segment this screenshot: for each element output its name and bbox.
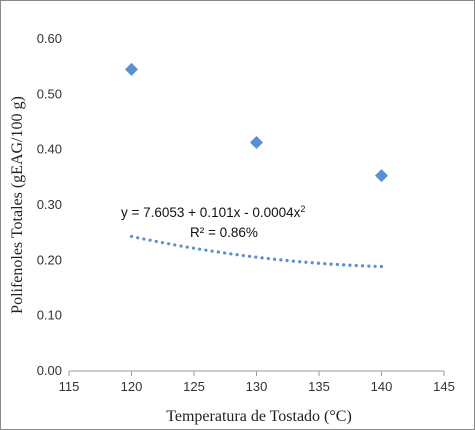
tick-labels: 115 120 125 130 135 140 145 0.00 0.10 0.20 0.30 0.4… — [37, 31, 455, 394]
data-point-diamond — [125, 62, 138, 76]
trendline-group — [129, 234, 384, 269]
trendline-path — [129, 234, 384, 269]
y-tick-label: 0.10 — [37, 308, 62, 323]
x-tick-label: 120 — [121, 379, 143, 394]
y-tick-label: 0.00 — [37, 363, 62, 378]
y-tick-label: 0.40 — [37, 142, 62, 157]
y-axis-title: Polifenoles Totales (gEAG/100 g) — [9, 96, 26, 314]
y-tick-label: 0.50 — [37, 86, 62, 101]
axes — [68, 370, 445, 376]
x-tick-label: 115 — [59, 379, 80, 394]
y-tick-label: 0.60 — [37, 31, 62, 46]
data-point-diamond — [375, 169, 388, 183]
x-tick-label: 130 — [246, 379, 268, 394]
x-tick-label: 145 — [433, 379, 455, 394]
x-tick-label: 140 — [371, 379, 393, 394]
data-points — [125, 62, 388, 183]
data-point-diamond — [250, 135, 263, 149]
x-tick-label: 125 — [183, 379, 205, 394]
x-axis-title: Temperatura de Tostado (°C) — [166, 408, 352, 425]
trendline-r-squared: R² = 0.86% — [190, 225, 258, 240]
y-tick-label: 0.30 — [37, 197, 62, 212]
y-tick-label: 0.20 — [37, 252, 62, 267]
trendline-equation: y = 7.6053 + 0.101x - 0.0004x2 — [121, 204, 305, 220]
x-tick-label: 135 — [308, 379, 330, 394]
